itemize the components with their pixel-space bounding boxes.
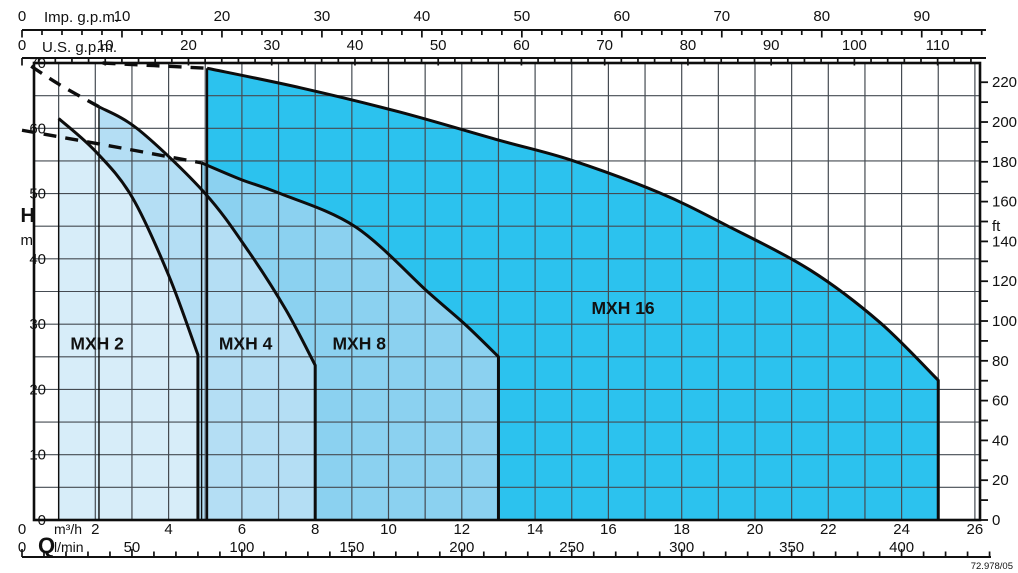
tick-label: 30: [314, 8, 331, 25]
series-label-mxh-2: MXH 2: [70, 334, 124, 354]
tick-label: 90: [763, 37, 780, 54]
tick-label: 40: [29, 251, 46, 268]
tick-label: 50: [29, 186, 46, 203]
gridlines: [34, 63, 980, 520]
tick-label: 30: [263, 37, 280, 54]
tick-label: 10: [380, 521, 397, 538]
curve-mxh-2: [57, 117, 200, 520]
tick-label: 0: [18, 8, 26, 25]
tick-label: 70: [29, 55, 46, 72]
tick-label: 60: [29, 120, 46, 137]
plot-border: [32, 61, 982, 522]
tick-label: 50: [124, 539, 141, 556]
tick-label: 70: [596, 37, 613, 54]
tick-label: 220: [992, 74, 1017, 91]
tick-label: 140: [992, 233, 1017, 250]
tick-label: 100: [992, 313, 1017, 330]
axis-rulers: 0 10 20 30 40 50 60 70 80 900 10 20 30 40 50 60 70 80 90 10…: [18, 8, 1017, 558]
tick-label: 14: [527, 521, 544, 538]
tick-label: 120: [992, 273, 1017, 290]
tick-label: 12: [453, 521, 470, 538]
tick-label: 150: [339, 539, 364, 556]
head-axis-unit-m: m: [21, 232, 34, 249]
tick-label: 8: [311, 521, 319, 538]
dashed-extension-mxh-8: [21, 128, 202, 165]
head-axis-symbol: H: [21, 205, 35, 227]
curve-mxh-16: [206, 66, 940, 520]
tick-label: 6: [238, 521, 246, 538]
tick-label: 200: [992, 114, 1017, 131]
flow-axis-unit-lmin: l/min: [54, 539, 84, 555]
tick-label: 100: [842, 37, 867, 54]
tick-label: 100: [229, 539, 254, 556]
imp-gpm-axis-label: Imp. g.p.m.: [44, 9, 119, 26]
tick-label: 350: [779, 539, 804, 556]
series-label-mxh-16: MXH 16: [591, 298, 654, 318]
tick-label: 250: [559, 539, 584, 556]
tick-label: 2: [91, 521, 99, 538]
drawing-reference-number: 72.978/05: [971, 561, 1013, 572]
tick-label: 10: [29, 447, 46, 464]
tick-label: 200: [449, 539, 474, 556]
tick-label: 0: [18, 521, 26, 538]
tick-label: 16: [600, 521, 617, 538]
tick-label: 24: [893, 521, 910, 538]
tick-label: 20: [180, 37, 197, 54]
tick-label: 110: [926, 37, 950, 54]
tick-label: 60: [992, 393, 1009, 410]
tick-label: 80: [680, 37, 697, 54]
tick-label: 80: [992, 353, 1009, 370]
tick-label: 0: [38, 512, 46, 529]
tick-label: 0: [18, 539, 26, 556]
curve-mxh-8: [201, 161, 500, 520]
series-label-mxh-4: MXH 4: [219, 334, 273, 354]
tick-label: 300: [669, 539, 694, 556]
tick-label: 30: [29, 316, 46, 333]
tick-label: 26: [967, 521, 984, 538]
flow-axis-symbol: Q: [38, 533, 55, 558]
tick-label: 70: [713, 8, 730, 25]
us-gpm-axis-label: U.S. g.p.m.: [42, 39, 117, 56]
tick-label: 10: [114, 8, 131, 25]
tick-label: 10: [97, 37, 114, 54]
tick-label: 22: [820, 521, 837, 538]
tick-label: 80: [813, 8, 830, 25]
tick-label: 40: [992, 432, 1009, 449]
series-labels: MXH 2 MXH 4 MXH 8 MXH 16: [70, 298, 655, 354]
tick-label: 50: [430, 37, 447, 54]
tick-label: 90: [913, 8, 930, 25]
tick-label: 20: [992, 472, 1009, 489]
tick-label: 0: [18, 37, 26, 54]
axis-titles: Imp. g.p.m. U.S. g.p.m. H m ft Q m³/h l/…: [21, 9, 1014, 572]
series-label-mxh-8: MXH 8: [332, 334, 386, 354]
head-axis-unit-ft: ft: [992, 218, 1001, 235]
tick-label: 40: [347, 37, 364, 54]
region-mxh-2: [58, 118, 198, 521]
tick-label: 50: [514, 8, 531, 25]
tick-label: 4: [164, 521, 172, 538]
tick-label: 180: [992, 154, 1017, 171]
flow-axis-unit-m3h: m³/h: [54, 521, 82, 537]
tick-label: 40: [414, 8, 431, 25]
dashed-extension-mxh-4: [30, 64, 100, 109]
tick-label: 400: [889, 539, 914, 556]
tick-label: 60: [513, 37, 530, 54]
tick-label: 0: [992, 512, 1000, 529]
tick-label: 160: [992, 194, 1017, 211]
tick-label: 20: [214, 8, 231, 25]
curve-mxh-4: [98, 105, 317, 520]
region-outlines: [57, 66, 940, 520]
tick-label: 60: [613, 8, 630, 25]
tick-label: 20: [29, 381, 46, 398]
tick-label: 18: [673, 521, 690, 538]
tick-label: 20: [747, 521, 764, 538]
